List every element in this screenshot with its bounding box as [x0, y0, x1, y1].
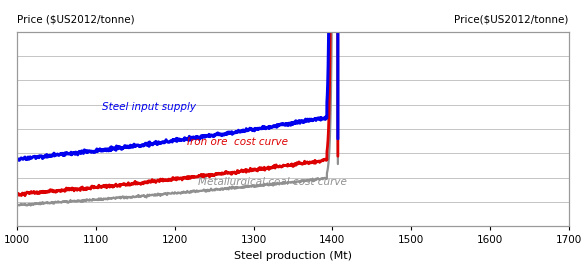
Text: Iron ore  cost curve: Iron ore cost curve	[186, 136, 288, 147]
Text: Steel input supply: Steel input supply	[103, 101, 196, 112]
Text: Price ($US2012/tonne): Price ($US2012/tonne)	[17, 14, 135, 24]
Text: Price($US2012/tonne): Price($US2012/tonne)	[454, 14, 568, 24]
Text: Metallurgical coal cost curve: Metallurgical coal cost curve	[199, 177, 347, 187]
X-axis label: Steel production (Mt): Steel production (Mt)	[234, 251, 352, 261]
